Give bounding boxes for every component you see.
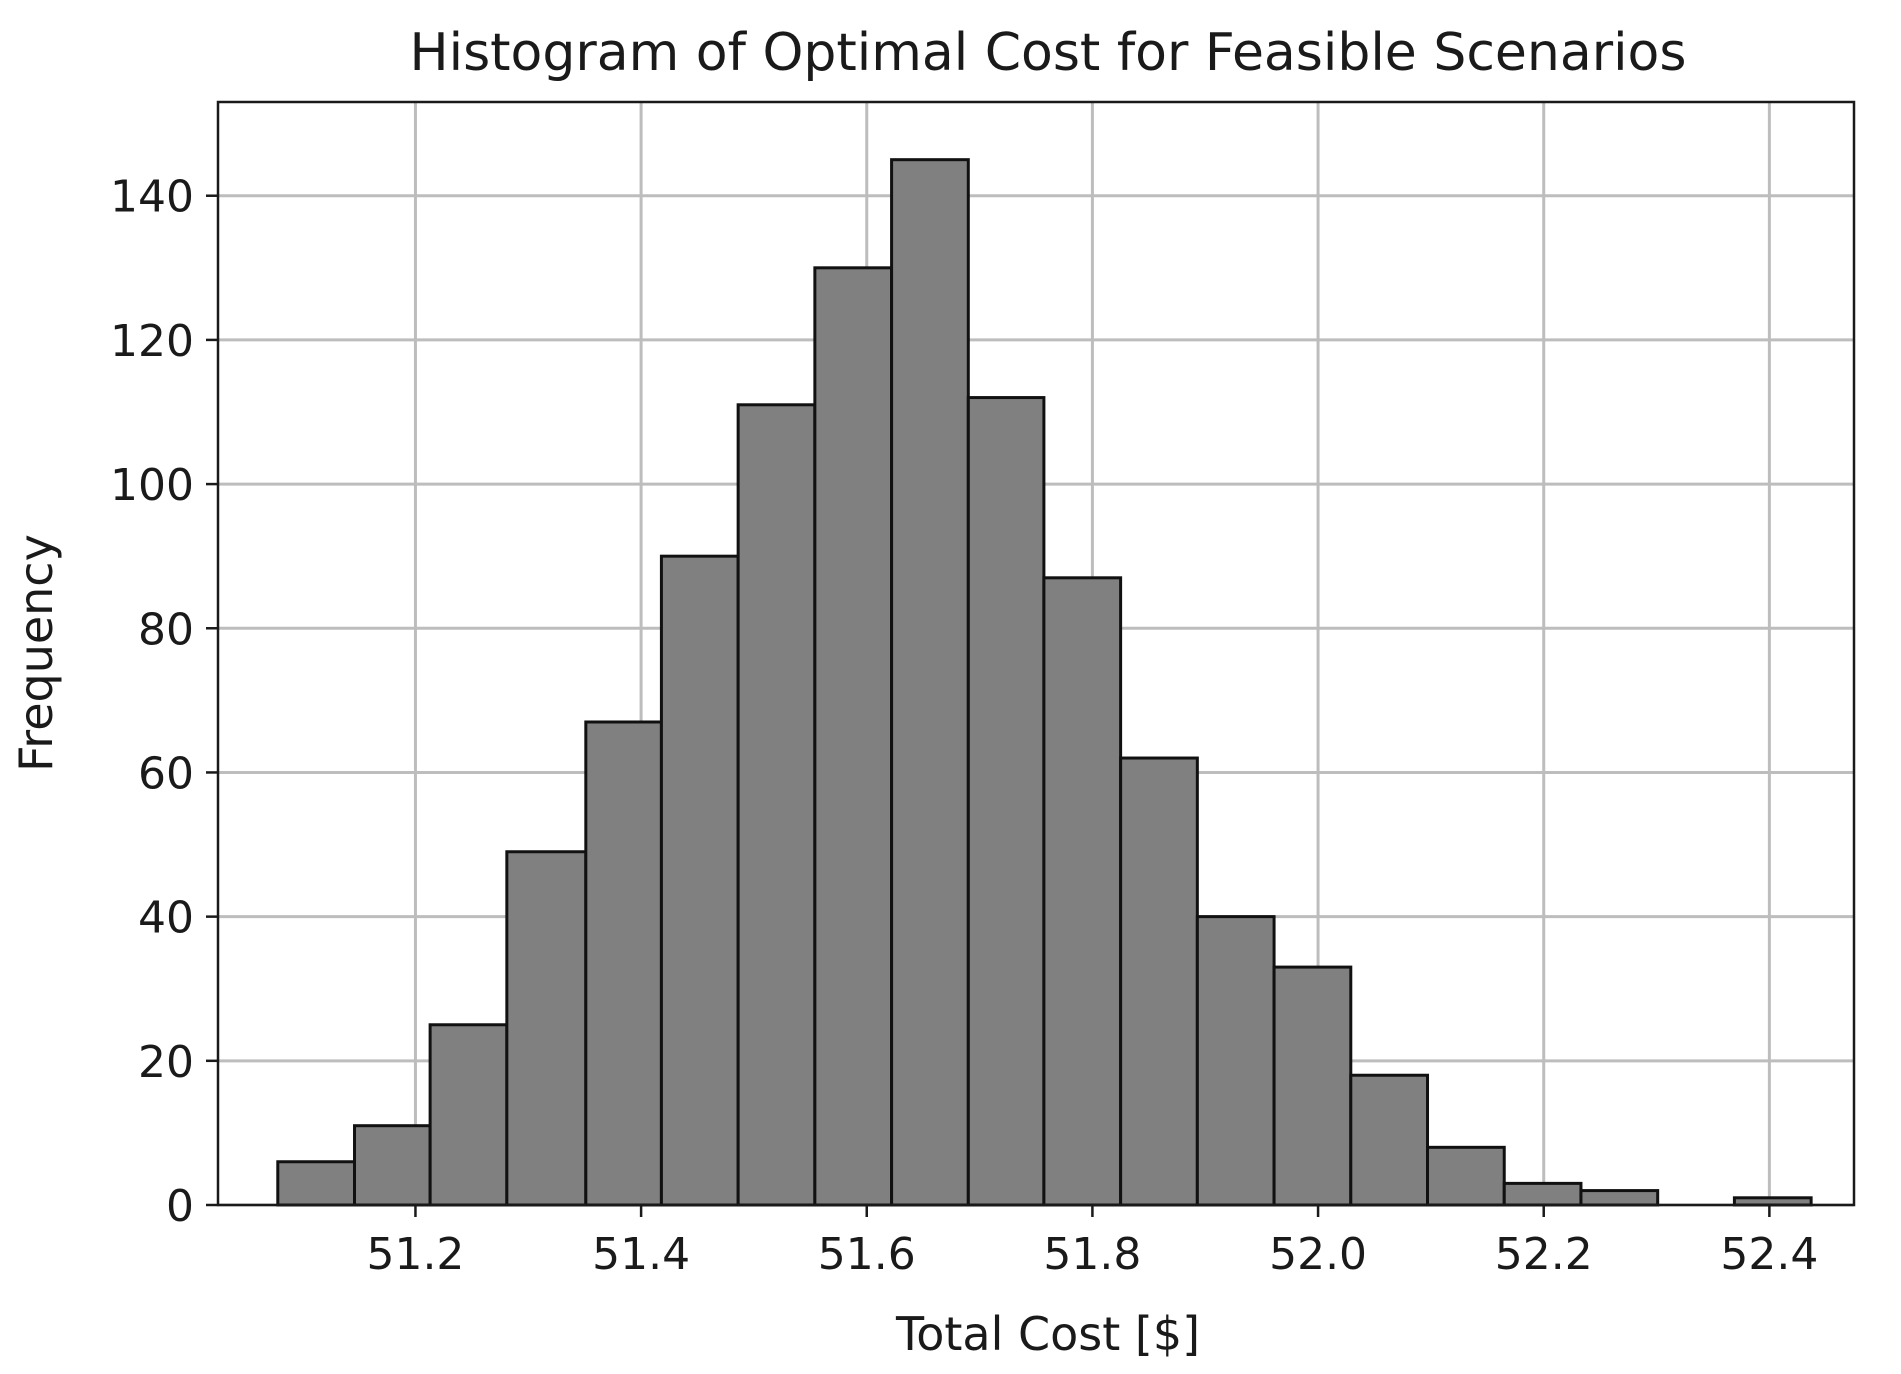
chart-title: Histogram of Optimal Cost for Feasible S… (410, 23, 1687, 83)
plot-frame (216, 100, 1856, 1207)
y-tick-label-0: 0 (166, 1181, 194, 1232)
histogram-bar-2 (428, 1023, 509, 1207)
y-tick-label-5: 100 (110, 460, 194, 511)
histogram-bar-13 (1272, 965, 1353, 1207)
y-tick-label-7: 140 (110, 172, 194, 223)
histogram-bar-4 (584, 720, 663, 1207)
ticks-layer: 51.2 51.4 51.6 51.8 52.0 52.2 52.4 0 20 40 60 80 100… (110, 172, 1818, 1280)
histogram-bar-8 (890, 158, 970, 1207)
histogram-bar-14 (1349, 1073, 1430, 1207)
histogram-bar-0 (276, 1160, 357, 1207)
histogram-bar-5 (659, 554, 740, 1207)
histogram-bar-12 (1195, 915, 1276, 1207)
bars-layer (276, 158, 1813, 1207)
x-tick-label-6: 52.4 (1720, 1229, 1818, 1280)
y-tick-label-6: 120 (110, 316, 194, 367)
histogram-bar-9 (966, 396, 1046, 1207)
x-tick-label-3: 51.8 (1043, 1229, 1141, 1280)
histogram-bar-3 (505, 850, 588, 1207)
x-tick-label-5: 52.2 (1495, 1229, 1593, 1280)
histogram-bar-10 (1042, 576, 1123, 1207)
histogram-bar-1 (353, 1124, 432, 1207)
x-tick-label-2: 51.6 (818, 1229, 916, 1280)
x-axis-label: Total Cost [$] (895, 1307, 1200, 1361)
histogram-bar-6 (736, 403, 817, 1207)
x-tick-label-1: 51.4 (592, 1229, 690, 1280)
y-axis-label: Frequency (9, 534, 63, 772)
y-tick-label-4: 80 (138, 604, 194, 655)
histogram-bar-11 (1119, 756, 1199, 1207)
y-tick-label-1: 20 (138, 1037, 194, 1088)
histogram-bar-7 (813, 266, 894, 1207)
histogram-bar-17 (1579, 1189, 1660, 1207)
y-tick-label-2: 40 (138, 893, 194, 944)
x-tick-label-0: 51.2 (366, 1229, 464, 1280)
histogram-bar-15 (1426, 1145, 1506, 1207)
x-tick-label-4: 52.0 (1269, 1229, 1367, 1280)
histogram-bar-16 (1502, 1181, 1583, 1207)
y-tick-label-3: 60 (138, 748, 194, 799)
